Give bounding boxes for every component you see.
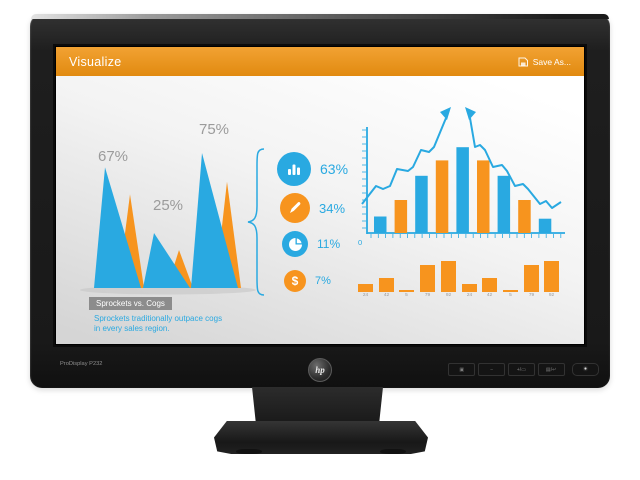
sprockets-peak	[191, 153, 238, 288]
regional-bar-label: 24	[466, 293, 472, 298]
regional-bar	[482, 277, 498, 292]
curly-brace-icon	[247, 148, 265, 296]
dashboard-canvas: 67% 25% 75% Sprockets vs. Cogs Sprockets t…	[56, 76, 584, 344]
osd-minus-button[interactable]: −	[478, 363, 505, 376]
bar-chart-icon	[277, 152, 311, 186]
arrow-up-right-icon	[440, 107, 451, 120]
metric-row-dollar: $ 7%	[284, 270, 331, 292]
stand-foot-right	[380, 449, 406, 454]
power-button[interactable]: •	[572, 363, 599, 376]
chart-description: Sprockets traditionally outpace cogs in …	[94, 314, 223, 334]
sprockets-cogs-chart: 67% 25% 75%	[80, 121, 256, 295]
trend-bar	[518, 200, 531, 233]
trend-bar	[497, 175, 511, 233]
pencil-icon	[280, 193, 310, 223]
percent-label: 75%	[199, 121, 229, 138]
trend-bar	[538, 218, 552, 233]
save-icon	[518, 57, 528, 66]
app-header: Visualize Save As...	[56, 47, 584, 76]
regional-bar	[399, 290, 415, 292]
axis-origin-label: 0	[358, 238, 362, 247]
regional-bar-label: 92	[445, 293, 451, 298]
screen: Visualize Save As... 67% 25% 75% Sprockets…	[55, 46, 585, 345]
trend-bar	[435, 160, 449, 233]
regional-bar	[502, 290, 518, 292]
osd-ok-return-glyph: ▤/↵	[546, 367, 557, 373]
regional-bar	[358, 283, 373, 292]
osd-menu-button[interactable]: ▣	[448, 363, 475, 376]
regional-bar-label: 79	[528, 293, 534, 298]
osd-buttons: ▣ − +/▭ ▤/↵	[448, 363, 565, 376]
regional-bar	[461, 283, 477, 292]
trend-bar	[456, 147, 469, 233]
monitor: Visualize Save As... 67% 25% 75% Sprockets…	[30, 14, 610, 388]
hp-logo: hp	[308, 358, 332, 382]
osd-plus-input-button[interactable]: +/▭	[508, 363, 535, 376]
monitor-stand-neck	[252, 387, 383, 424]
regional-bar	[420, 265, 436, 292]
trend-line-falling	[469, 117, 562, 209]
osd-plus-input-glyph: +/▭	[516, 367, 527, 373]
regional-bar-label: 24	[362, 293, 369, 298]
regional-bar	[440, 260, 456, 292]
regional-bar-label: 5	[509, 293, 512, 298]
trend-bar	[374, 216, 387, 233]
arrow-up-left-icon	[465, 107, 476, 120]
chart-caption: Sprockets vs. Cogs	[89, 297, 172, 310]
regional-bar-chart: 24 42 5 79 92 24 42 5 79 92	[356, 256, 571, 304]
osd-minus-glyph: −	[489, 366, 493, 373]
regional-bar	[523, 265, 539, 292]
regional-bar-label: 42	[383, 293, 389, 298]
osd-menu-glyph: ▣	[459, 367, 464, 373]
regional-bar-label: 5	[405, 293, 409, 298]
visualize-app: Visualize Save As... 67% 25% 75% Sprockets…	[56, 47, 584, 344]
metric-value: 7%	[315, 275, 331, 287]
metric-value: 34%	[319, 200, 346, 216]
metric-row-pencil: 34%	[280, 193, 345, 223]
percent-label: 25%	[153, 197, 183, 214]
trend-line-rising	[361, 117, 447, 205]
monitor-top-edge-highlight	[31, 14, 609, 19]
regional-bar-label: 92	[549, 293, 555, 298]
metric-value: 11%	[317, 237, 341, 251]
pie-chart-icon	[282, 231, 308, 257]
metric-row-pie-chart: 11%	[282, 231, 340, 257]
percent-label: 67%	[98, 148, 128, 165]
regional-bar-label: 79	[424, 293, 431, 298]
regional-bar	[544, 260, 560, 292]
trend-bar	[477, 160, 490, 233]
stand-foot-left	[236, 449, 262, 454]
trend-bar	[415, 175, 428, 233]
trend-chart: 0	[358, 107, 565, 247]
osd-ok-return-button[interactable]: ▤/↵	[538, 363, 565, 376]
power-led: •	[584, 366, 587, 373]
dollar-icon: $	[284, 270, 306, 292]
monitor-stand-base	[214, 421, 428, 454]
save-as-button[interactable]: Save As...	[518, 57, 571, 67]
trend-bar	[394, 200, 408, 233]
hp-logo-text: hp	[315, 365, 325, 375]
app-title: Visualize	[69, 54, 122, 69]
model-label: ProDisplay P232	[60, 361, 103, 367]
sprockets-peak	[143, 233, 190, 288]
metric-row-bar-chart: 63%	[277, 152, 348, 186]
sprockets-peak	[94, 167, 141, 288]
save-as-label: Save As...	[532, 56, 571, 67]
metric-value: 63%	[320, 161, 349, 177]
regional-bar-label: 42	[487, 293, 493, 298]
regional-bar	[378, 277, 394, 292]
